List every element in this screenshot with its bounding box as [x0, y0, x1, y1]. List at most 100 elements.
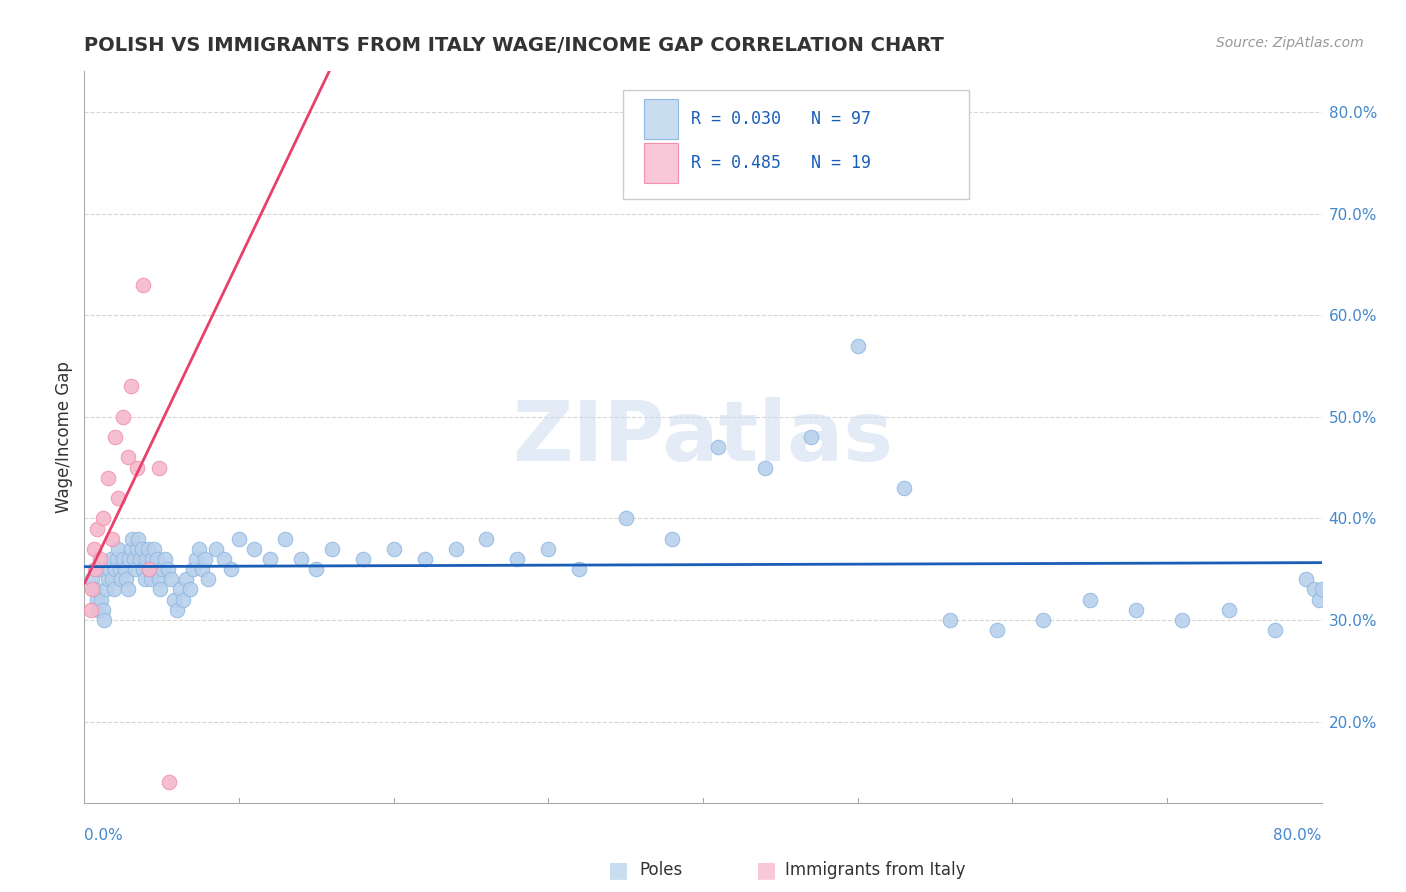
Text: ■: ■: [609, 860, 628, 880]
Point: [205, 541, 228, 556]
Point: [112, 552, 135, 566]
Point: [568, 562, 591, 576]
Point: [986, 623, 1008, 637]
Point: [124, 562, 146, 576]
Point: [143, 541, 166, 556]
Point: [150, 562, 173, 576]
Point: [117, 450, 139, 465]
Point: [1218, 603, 1240, 617]
Point: [305, 562, 328, 576]
Point: [290, 552, 312, 566]
Point: [105, 552, 128, 566]
Point: [107, 541, 129, 556]
Point: [444, 541, 467, 556]
Bar: [644, 99, 678, 139]
Text: 0.0%: 0.0%: [84, 828, 124, 843]
Point: [83, 541, 105, 556]
Point: [537, 541, 560, 556]
Point: [91, 603, 114, 617]
Point: [110, 572, 132, 586]
Point: [138, 562, 160, 576]
Point: [159, 775, 181, 789]
Point: [100, 552, 122, 566]
Point: [125, 541, 148, 556]
Text: ■: ■: [756, 860, 776, 880]
Point: [243, 541, 266, 556]
Text: ZIPatlas: ZIPatlas: [513, 397, 893, 477]
Point: [184, 552, 207, 566]
Point: [120, 541, 142, 556]
Point: [187, 541, 209, 556]
Point: [149, 582, 172, 597]
Point: [228, 532, 250, 546]
Point: [614, 511, 637, 525]
Text: Immigrants from Italy: Immigrants from Italy: [785, 861, 965, 879]
Point: [166, 603, 188, 617]
Point: [97, 471, 120, 485]
Text: R = 0.485   N = 19: R = 0.485 N = 19: [690, 153, 870, 172]
Point: [134, 572, 156, 586]
Point: [91, 511, 114, 525]
Point: [136, 541, 159, 556]
Point: [104, 562, 127, 576]
Point: [145, 562, 167, 576]
Point: [413, 552, 436, 566]
Point: [141, 552, 163, 566]
Point: [352, 552, 374, 566]
Point: [104, 430, 127, 444]
Point: [800, 430, 823, 444]
Point: [191, 562, 214, 576]
Point: [212, 552, 235, 566]
Point: [108, 562, 131, 576]
Point: [1125, 603, 1147, 617]
Point: [101, 572, 124, 586]
Point: [1310, 582, 1333, 597]
Point: [259, 552, 281, 566]
Point: [115, 572, 138, 586]
Point: [846, 339, 869, 353]
Point: [506, 552, 529, 566]
Point: [79, 603, 101, 617]
Y-axis label: Wage/Income Gap: Wage/Income Gap: [55, 361, 73, 513]
Point: [197, 572, 219, 586]
Point: [146, 552, 169, 566]
Point: [1308, 592, 1330, 607]
Point: [94, 582, 117, 597]
Point: [148, 572, 170, 586]
Point: [661, 532, 683, 546]
Point: [82, 582, 104, 597]
Point: [754, 460, 776, 475]
Point: [221, 562, 243, 576]
Point: [274, 532, 297, 546]
Point: [84, 582, 107, 597]
Point: [1303, 582, 1326, 597]
Point: [103, 582, 125, 597]
Point: [131, 541, 153, 556]
Point: [107, 491, 129, 505]
Point: [87, 603, 110, 617]
Point: [179, 582, 201, 597]
Point: [122, 552, 145, 566]
Point: [181, 562, 204, 576]
Point: [84, 562, 107, 576]
Point: [153, 552, 176, 566]
Point: [1295, 572, 1317, 586]
Text: Source: ZipAtlas.com: Source: ZipAtlas.com: [1216, 36, 1364, 50]
Point: [194, 552, 217, 566]
Point: [128, 532, 150, 546]
Point: [176, 572, 198, 586]
Point: [101, 532, 124, 546]
Point: [1078, 592, 1101, 607]
Bar: [644, 143, 678, 183]
Text: POLISH VS IMMIGRANTS FROM ITALY WAGE/INCOME GAP CORRELATION CHART: POLISH VS IMMIGRANTS FROM ITALY WAGE/INC…: [84, 36, 945, 54]
Point: [117, 582, 139, 597]
Point: [138, 562, 160, 576]
Point: [82, 572, 104, 586]
Point: [129, 552, 152, 566]
Point: [135, 552, 157, 566]
Text: 80.0%: 80.0%: [1274, 828, 1322, 843]
Point: [156, 562, 179, 576]
Point: [939, 613, 962, 627]
Point: [321, 541, 343, 556]
Point: [1264, 623, 1286, 637]
